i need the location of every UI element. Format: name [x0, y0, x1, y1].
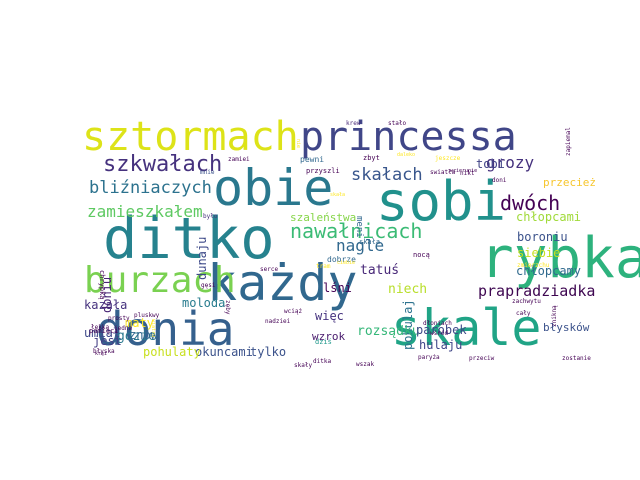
cloud-word: grozy [486, 153, 535, 172]
cloud-word: skale [391, 299, 542, 357]
cloud-word: jeszcze [435, 155, 461, 162]
cloud-word: pohulaty [143, 345, 201, 359]
cloud-word: hulaju [419, 338, 462, 352]
cloud-word: nikt [460, 170, 475, 177]
cloud-word: nadziei [265, 318, 291, 325]
cloud-word: serce [260, 266, 278, 273]
cloud-word: przecież [543, 176, 596, 189]
cloud-word: donia [96, 302, 234, 356]
cloud-word: ciebie [337, 260, 355, 266]
cloud-word: dobrze [327, 255, 356, 264]
cloud-word: łekką [91, 324, 109, 331]
cloud-word: szkwałach [103, 152, 222, 177]
cloud-word: błysków [543, 321, 590, 334]
cloud-word: pewni [300, 155, 324, 164]
cloud-word: dłoniach [423, 320, 452, 327]
cloud-word: zamieszkałem [87, 202, 203, 221]
cloud-word: szaleństwa [290, 211, 356, 224]
cloud-word: zbyt [363, 154, 380, 162]
cloud-word: tatuś [360, 263, 399, 278]
cloud-word: przyszli [306, 167, 340, 175]
cloud-word: ditka [313, 358, 331, 365]
cloud-word: stało [388, 120, 406, 127]
cloud-word: błyska [93, 348, 115, 355]
cloud-word: dwóch [500, 191, 560, 215]
cloud-word: tobi [476, 157, 505, 171]
cloud-word: zostanie [562, 355, 591, 362]
cloud-word: gęsi [201, 282, 216, 289]
cloud-word: skała [359, 238, 380, 246]
cloud-word: wszak [356, 361, 374, 368]
cloud-word: każdy [207, 254, 358, 312]
cloud-word: meni [354, 216, 364, 238]
cloud-word: okuncami [195, 345, 253, 359]
cloud-word: rozsądku [357, 324, 420, 339]
cloud-word: nagle [336, 236, 384, 255]
cloud-word: znikną [551, 305, 558, 327]
cloud-word: swiatła [430, 169, 456, 176]
cloud-word: moloda [182, 296, 225, 310]
cloud-word: niech [388, 282, 427, 297]
cloud-word: maty [125, 316, 154, 330]
cloud-word: cały [516, 310, 531, 317]
cloud-word: mnie [200, 169, 215, 176]
cloud-word: chrypką [98, 270, 106, 300]
cloud-word: lśni [323, 281, 352, 295]
cloud-word: umiał [84, 326, 120, 340]
cloud-word: ditko [103, 206, 275, 272]
cloud-word: bliźniaczych [89, 178, 212, 198]
cloud-word: kazała [84, 298, 127, 312]
cloud-word: prapradziadka [478, 282, 595, 300]
cloud-word: zmierzchu [517, 262, 550, 269]
cloud-word: skałach [351, 165, 423, 185]
cloud-word: burzach [84, 260, 236, 301]
cloud-word: doni [492, 177, 507, 184]
cloud-word: prosty [108, 315, 130, 322]
cloud-word: wśród [430, 330, 448, 337]
cloud-word: pohulaj [401, 299, 415, 350]
cloud-word: nawałnicach [290, 219, 422, 243]
cloud-word: zamiei [228, 156, 250, 163]
cloud-word: jest [93, 334, 122, 348]
cloud-word: zachwytu [512, 298, 541, 305]
cloud-word: obie [213, 159, 333, 217]
cloud-word: wzrok [312, 330, 345, 343]
cloud-word: tram [316, 263, 331, 270]
cloud-word: zęby [224, 300, 231, 315]
cloud-word: przeciw [469, 355, 495, 362]
cloud-word: nie [295, 139, 301, 148]
cloud-word: skały [294, 362, 312, 369]
cloud-word: parobek [416, 323, 467, 337]
cloud-word: zapiemal [565, 127, 572, 156]
cloud-word: wiatru [150, 319, 156, 337]
cloud-word: rybka [480, 226, 640, 291]
cloud-word: chłopcami [516, 210, 581, 224]
cloud-word: kręi [95, 351, 107, 357]
cloud-word: chłopcamy [516, 264, 581, 278]
cloud-word: boroniu [517, 230, 568, 244]
cloud-word: jedna [114, 325, 132, 332]
cloud-word: wzierunie [450, 168, 477, 174]
cloud-word: tylko [250, 345, 286, 359]
cloud-word: dziś [315, 338, 332, 346]
cloud-word: gdzie [117, 329, 156, 344]
cloud-word: daleko [397, 152, 415, 158]
cloud-word: pamięci [89, 327, 119, 335]
cloud-word: dunaju [195, 237, 209, 280]
cloud-word: princessa [300, 114, 517, 160]
cloud-word: więc [315, 309, 344, 323]
cloud-word: paryża [418, 354, 440, 361]
cloud-word: pluskwy [134, 312, 160, 319]
cloud-word: doniu [100, 277, 114, 313]
cloud-word: sztormach [82, 114, 299, 160]
cloud-word: znów [129, 328, 159, 342]
cloud-word: skała [330, 192, 345, 198]
cloud-word: wciąż [284, 308, 302, 315]
cloud-word: krew [346, 120, 361, 127]
cloud-word: sobi [376, 170, 506, 233]
cloud-word: było [203, 213, 218, 220]
cloud-word: nocą [413, 251, 430, 259]
cloud-word: siebie [517, 246, 560, 260]
